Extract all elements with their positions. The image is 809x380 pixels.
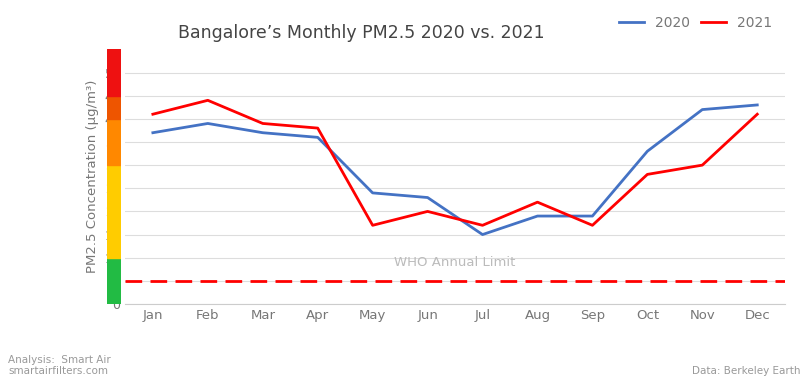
2020 [477,232,487,237]
2020 [148,130,158,135]
Bar [107,258,121,304]
2021 [258,121,268,126]
2021 [532,200,542,204]
Bar [107,119,121,165]
Bar [107,165,121,258]
2021 [368,223,378,228]
Text: Data: Berkeley Earth: Data: Berkeley Earth [693,366,801,376]
2021 [203,98,213,103]
2020 [368,191,378,195]
Legend: 2020, 2021: 2020, 2021 [613,11,777,36]
2021 [313,126,323,130]
2020 [423,195,433,200]
2020 [587,214,597,218]
Text: WHO Annual Limit: WHO Annual Limit [394,256,516,269]
Bar [107,49,121,96]
2021 [642,172,652,177]
2021 [587,223,597,228]
2020 [752,103,762,107]
2020 [203,121,213,126]
2020 [697,107,707,112]
Text: Analysis:  Smart Air
smartairfilters.com: Analysis: Smart Air smartairfilters.com [8,355,111,376]
Y-axis label: PM2.5 Concentration (μg/m³): PM2.5 Concentration (μg/m³) [86,80,99,273]
Line: 2021: 2021 [153,100,757,225]
Text: Bangalore’s Monthly PM2.5 2020 vs. 2021: Bangalore’s Monthly PM2.5 2020 vs. 2021 [178,24,544,42]
2020 [313,135,323,139]
2021 [697,163,707,168]
2021 [752,112,762,117]
Line: 2020: 2020 [153,105,757,234]
2021 [477,223,487,228]
2020 [258,130,268,135]
Bar [107,96,121,119]
2020 [642,149,652,154]
2020 [532,214,542,218]
2021 [148,112,158,117]
2021 [423,209,433,214]
